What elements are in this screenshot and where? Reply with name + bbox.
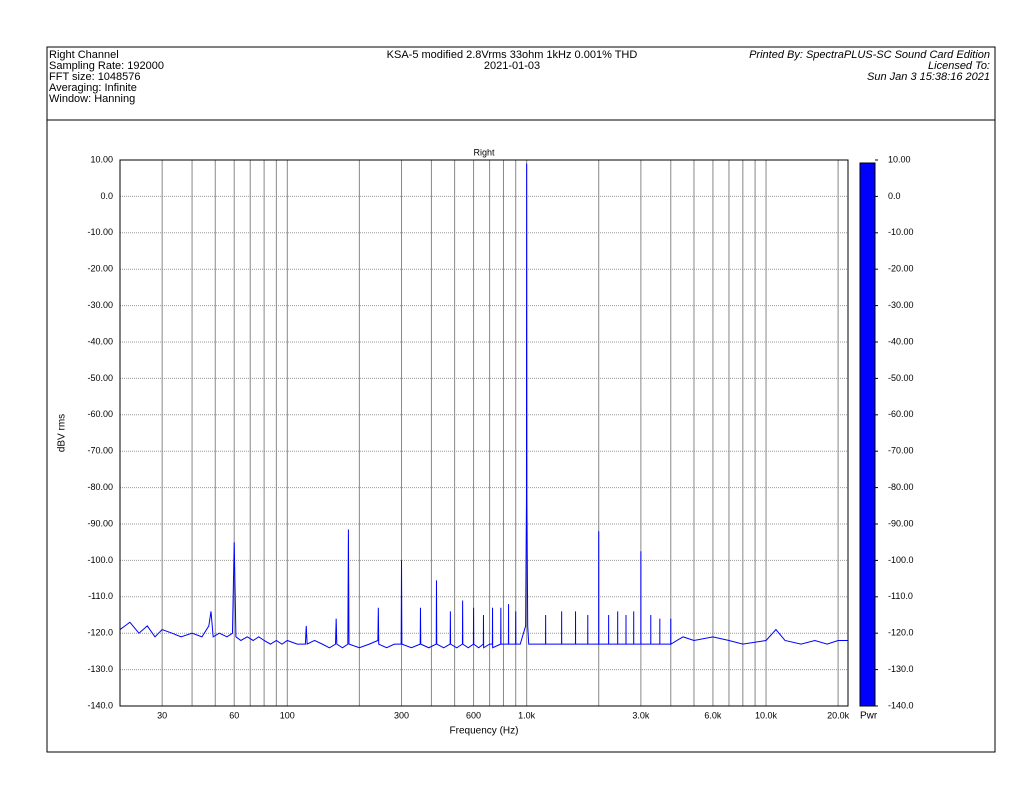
header-line: Licensed To:	[928, 60, 990, 72]
y2-tick-label: -80.00	[888, 482, 914, 492]
y-tick-label: -130.0	[87, 664, 113, 674]
y-tick-label: -90.00	[87, 518, 113, 528]
y2-tick-label: 0.0	[888, 191, 901, 201]
x-tick-label: 30	[157, 710, 167, 720]
header-line: KSA-5 modified 2.8Vrms 33ohm 1kHz 0.001%…	[387, 49, 638, 61]
y2-tick-label: -60.00	[888, 409, 914, 419]
y2-tick-label: -120.0	[888, 628, 914, 638]
header-line: Sun Jan 3 15:38:16 2021	[867, 71, 990, 83]
x-tick-label: 100	[280, 710, 295, 720]
x-tick-label: 6.0k	[704, 710, 722, 720]
y2-tick-label: -90.00	[888, 518, 914, 528]
y-tick-label: -60.00	[87, 409, 113, 419]
y-tick-label: 10.00	[90, 154, 113, 164]
plot-border	[119, 159, 849, 707]
header-line: 2021-01-03	[484, 60, 540, 72]
y-tick-label: -110.0	[88, 591, 113, 601]
y-tick-label: -10.00	[87, 227, 113, 237]
x-tick-label: 10.0k	[755, 710, 778, 720]
header-right: Printed By: SpectraPLUS-SC Sound Card Ed…	[749, 49, 990, 83]
y-tick-label: 0.0	[100, 191, 113, 201]
plot-area	[119, 159, 849, 707]
y2-tick-label: -70.00	[888, 446, 914, 456]
y2-tick-label: -20.00	[888, 264, 914, 274]
y2-tick-label: -50.00	[888, 373, 914, 383]
x-tick-label: 60	[229, 710, 239, 720]
y-tick-label: -40.00	[87, 336, 113, 346]
colorbar-label: Pwr	[860, 711, 878, 722]
y-tick-label: -140.0	[87, 700, 113, 710]
y2-tick-label: -10.00	[888, 227, 914, 237]
y2-tick-label: -140.0	[888, 700, 914, 710]
header-line: FFT size: 1048576	[49, 71, 141, 83]
x-tick-label: 300	[394, 710, 409, 720]
spectrum-line	[119, 163, 848, 649]
y2-tick-label: -110.0	[888, 591, 913, 601]
plot-title: Right	[473, 147, 495, 157]
y2-tick-label: -30.00	[888, 300, 914, 310]
header-center: KSA-5 modified 2.8Vrms 33ohm 1kHz 0.001%…	[387, 49, 638, 72]
x-tick-label: 600	[466, 710, 481, 720]
frame	[46, 46, 996, 753]
y-tick-label: -100.0	[87, 555, 113, 565]
x-axis-label: Frequency (Hz)	[450, 726, 519, 737]
y2-tick-label: 10.00	[888, 154, 911, 164]
y-tick-label: -30.00	[87, 300, 113, 310]
x-tick-label: 1.0k	[518, 710, 536, 720]
y-tick-label: -80.00	[87, 482, 113, 492]
header-line: Right Channel	[49, 49, 119, 61]
y2-tick-label: -40.00	[888, 336, 914, 346]
header-line: Sampling Rate: 192000	[49, 60, 164, 72]
header-line: Window: Hanning	[49, 93, 135, 105]
y-tick-label: -70.00	[87, 446, 113, 456]
y-tick-label: -20.00	[87, 264, 113, 274]
colorbar	[859, 162, 876, 707]
header-line: Averaging: Infinite	[49, 82, 137, 94]
y-tick-label: -120.0	[87, 628, 113, 638]
x-tick-label: 3.0k	[632, 710, 650, 720]
y-axis-label: dBV rms	[57, 414, 68, 452]
x-tick-label: 20.0k	[827, 710, 850, 720]
y-tick-label: -50.00	[87, 373, 113, 383]
y2-tick-label: -100.0	[888, 555, 914, 565]
y2-tick-label: -130.0	[888, 664, 914, 674]
header-line: Printed By: SpectraPLUS-SC Sound Card Ed…	[749, 49, 990, 61]
